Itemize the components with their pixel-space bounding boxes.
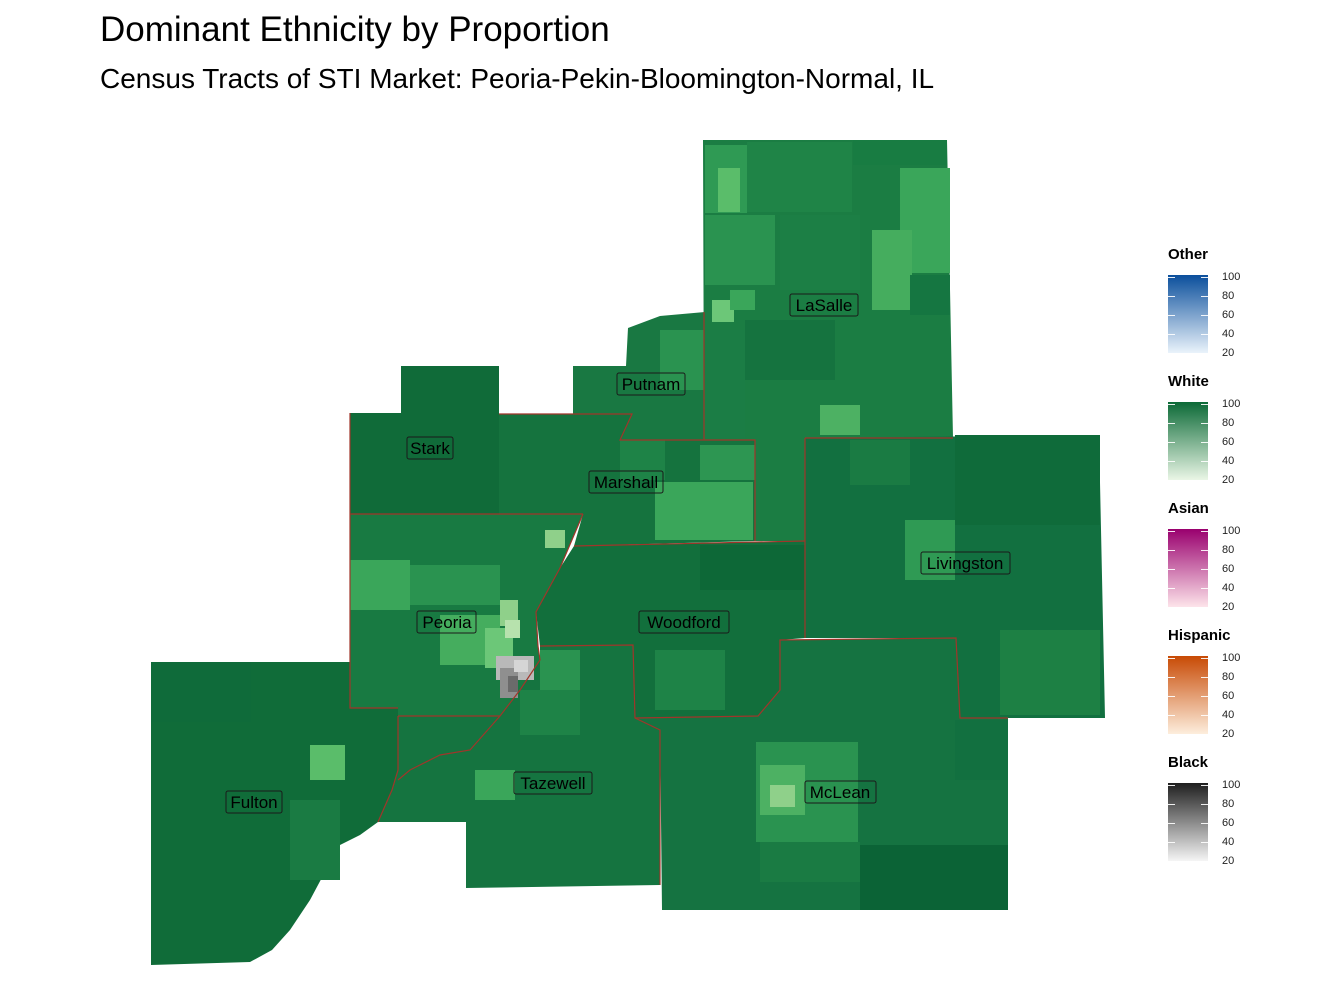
legend-tick bbox=[1168, 734, 1208, 735]
legend-title: Asian bbox=[1168, 500, 1209, 517]
legend-tick bbox=[1168, 531, 1208, 532]
legend-tick bbox=[1168, 480, 1208, 481]
legend-tick bbox=[1168, 804, 1208, 805]
county-label-fulton: Fulton bbox=[225, 790, 283, 814]
county-stark bbox=[350, 366, 499, 514]
legend-tick bbox=[1168, 315, 1208, 316]
legend-tick-label: 80 bbox=[1222, 290, 1235, 302]
legend-tick bbox=[1168, 296, 1208, 297]
county-label-stark: Stark bbox=[406, 436, 454, 460]
legend-tick-label: 100 bbox=[1222, 398, 1241, 410]
legend-tick bbox=[1168, 550, 1208, 551]
legend-tick bbox=[1168, 277, 1208, 278]
county-labels: LaSalle Putnam Stark Marshall Livingston… bbox=[225, 293, 1011, 814]
county-label-woodford: Woodford bbox=[638, 610, 730, 634]
county-borders bbox=[349, 312, 1008, 885]
legend-tick-labels: 100 80 60 40 20 bbox=[1222, 271, 1262, 359]
legend-tick bbox=[1168, 658, 1208, 659]
legend-tick bbox=[1168, 334, 1208, 335]
legend-title: White bbox=[1168, 373, 1209, 390]
legend-tick-labels: 100 80 60 40 20 bbox=[1222, 652, 1262, 740]
legend-tick-label: 20 bbox=[1222, 474, 1235, 486]
legend-tick-label: 100 bbox=[1222, 779, 1241, 791]
county-label-marshall: Marshall bbox=[588, 470, 664, 494]
legend-tick-label: 60 bbox=[1222, 690, 1235, 702]
svg-text:Stark: Stark bbox=[410, 439, 450, 458]
svg-text:Tazewell: Tazewell bbox=[520, 774, 585, 793]
legend-tick bbox=[1168, 461, 1208, 462]
svg-text:Woodford: Woodford bbox=[647, 613, 720, 632]
legend-tick-label: 60 bbox=[1222, 309, 1235, 321]
legend-tick bbox=[1168, 785, 1208, 786]
legend-group-asian: Asian 100 80 60 40 20 bbox=[1168, 500, 1318, 613]
legend-colorbar bbox=[1168, 275, 1208, 354]
legend-tick-label: 60 bbox=[1222, 563, 1235, 575]
svg-text:Peoria: Peoria bbox=[422, 613, 472, 632]
legend-group-black: Black 100 80 60 40 20 bbox=[1168, 754, 1318, 867]
legend-tick-label: 100 bbox=[1222, 271, 1241, 283]
legend-tick-label: 80 bbox=[1222, 417, 1235, 429]
legend-tick bbox=[1168, 715, 1208, 716]
legend-colorbar bbox=[1168, 402, 1208, 481]
legend-tick bbox=[1168, 823, 1208, 824]
legend-tick-label: 60 bbox=[1222, 817, 1235, 829]
legend-tick bbox=[1168, 861, 1208, 862]
legend-tick bbox=[1168, 588, 1208, 589]
legend-colorbar bbox=[1168, 656, 1208, 735]
legend-tick-label: 80 bbox=[1222, 671, 1235, 683]
legend-tick-label: 20 bbox=[1222, 601, 1235, 613]
svg-text:Livingston: Livingston bbox=[927, 554, 1004, 573]
county-label-mclean: McLean bbox=[804, 780, 877, 804]
legend-tick-label: 40 bbox=[1222, 836, 1235, 848]
legend-tick bbox=[1168, 696, 1208, 697]
legend-colorbar bbox=[1168, 529, 1208, 608]
legend-tick bbox=[1168, 677, 1208, 678]
county-tazewell bbox=[378, 645, 660, 888]
county-label-peoria: Peoria bbox=[416, 610, 477, 634]
legend-tick-label: 40 bbox=[1222, 582, 1235, 594]
legend-title: Other bbox=[1168, 246, 1209, 263]
legend-group-hispanic: Hispanic 100 80 60 40 20 bbox=[1168, 627, 1318, 740]
legend-tick-label: 60 bbox=[1222, 436, 1235, 448]
legend-tick-label: 80 bbox=[1222, 798, 1235, 810]
legend-title: Hispanic bbox=[1168, 627, 1231, 644]
legend-tick bbox=[1168, 353, 1208, 354]
legend-tick-label: 20 bbox=[1222, 855, 1235, 867]
svg-text:Fulton: Fulton bbox=[230, 793, 277, 812]
legend-tick bbox=[1168, 607, 1208, 608]
legend-tick bbox=[1168, 842, 1208, 843]
census-tracts bbox=[151, 140, 1100, 910]
legend: Other 100 80 60 40 20 White 100 80 60 40 20 Asian 100… bbox=[1168, 246, 1318, 881]
legend-tick-label: 40 bbox=[1222, 328, 1235, 340]
legend-tick-label: 40 bbox=[1222, 709, 1235, 721]
legend-tick-label: 20 bbox=[1222, 728, 1235, 740]
legend-tick-label: 80 bbox=[1222, 544, 1235, 556]
legend-title: Black bbox=[1168, 754, 1209, 771]
page-subtitle: Census Tracts of STI Market: Peoria-Peki… bbox=[100, 63, 935, 94]
svg-text:Putnam: Putnam bbox=[622, 375, 681, 394]
county-label-putnam: Putnam bbox=[616, 372, 686, 396]
legend-tick-label: 40 bbox=[1222, 455, 1235, 467]
svg-text:Marshall: Marshall bbox=[594, 473, 658, 492]
legend-tick-labels: 100 80 60 40 20 bbox=[1222, 779, 1262, 867]
legend-tick-label: 100 bbox=[1222, 525, 1241, 537]
county-label-lasalle: LaSalle bbox=[789, 293, 859, 317]
legend-tick bbox=[1168, 404, 1208, 405]
legend-colorbar bbox=[1168, 783, 1208, 862]
legend-tick bbox=[1168, 442, 1208, 443]
legend-tick bbox=[1168, 423, 1208, 424]
legend-tick-label: 100 bbox=[1222, 652, 1241, 664]
legend-group-white: White 100 80 60 40 20 bbox=[1168, 373, 1318, 486]
legend-tick bbox=[1168, 569, 1208, 570]
legend-tick-labels: 100 80 60 40 20 bbox=[1222, 525, 1262, 613]
page-title: Dominant Ethnicity by Proportion bbox=[100, 10, 610, 49]
svg-text:McLean: McLean bbox=[810, 783, 870, 802]
county-label-tazewell: Tazewell bbox=[513, 771, 593, 795]
legend-tick-label: 20 bbox=[1222, 347, 1235, 359]
legend-tick-labels: 100 80 60 40 20 bbox=[1222, 398, 1262, 486]
legend-group-other: Other 100 80 60 40 20 bbox=[1168, 246, 1318, 359]
svg-text:LaSalle: LaSalle bbox=[796, 296, 853, 315]
county-label-livingston: Livingston bbox=[920, 551, 1011, 575]
